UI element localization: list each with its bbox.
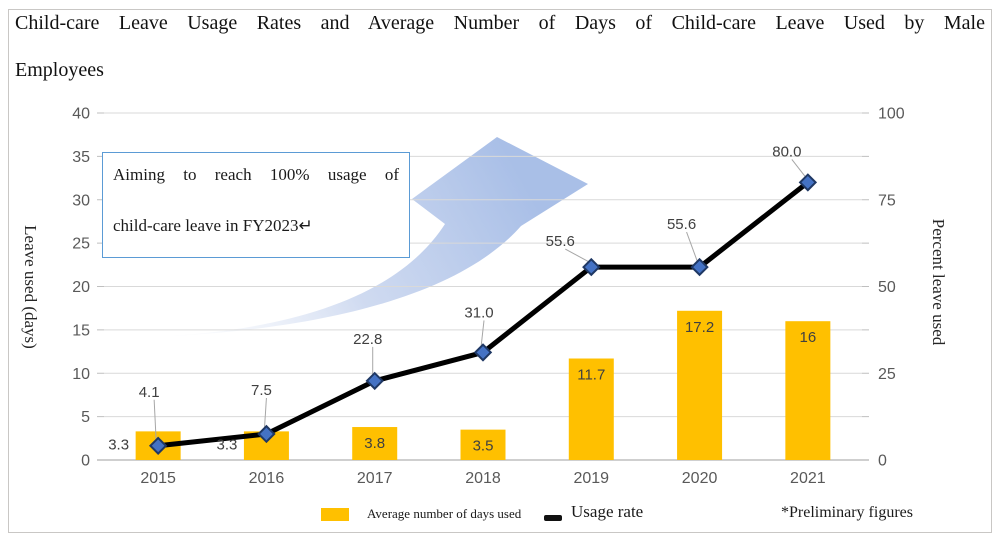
bar-value-label: 3.5	[473, 438, 494, 455]
rate-value-label: 31.0	[464, 304, 493, 321]
diamond-marker	[257, 424, 276, 444]
rate-value-label: 55.6	[546, 233, 575, 250]
labels-group: 3.3 3.3 3.8 3.5 11.7 17.2 16 4.1 7.5 22.8 31.0 55.6…	[108, 143, 816, 454]
legend-bar-swatch	[321, 508, 349, 521]
leader-line	[565, 248, 590, 263]
leader-line	[263, 397, 267, 430]
rate-value-label: 22.8	[353, 331, 382, 348]
left-axis-tick-label: 40	[72, 106, 90, 123]
year-label: 2017	[357, 470, 393, 487]
right-axis-tick-label: 50	[878, 279, 896, 296]
legend-line-label: Usage rate	[571, 502, 644, 521]
bar-value-label: 3.8	[364, 435, 385, 452]
page-title-line-1: Child-care Leave Usage Rates and Average…	[15, 12, 985, 34]
legend-line-swatch	[544, 515, 562, 521]
rate-value-label: 80.0	[772, 143, 801, 160]
leader-line	[153, 399, 157, 441]
page-title-line-2: Employees	[15, 59, 104, 81]
diamond-marker	[690, 257, 709, 277]
bar-value-label: 3.3	[108, 436, 129, 453]
right-axis-tick-label: 25	[878, 366, 896, 383]
bar	[460, 429, 506, 460]
right-axis-tick-label: 0	[878, 453, 887, 470]
line-group	[148, 159, 818, 455]
right-axis-title: Percent leave used	[929, 218, 948, 346]
left-axis-tick-label: 35	[72, 149, 90, 166]
left-axis-tick-label: 25	[72, 236, 90, 253]
rate-value-label: 4.1	[139, 384, 160, 401]
page-title: Child-care Leave Usage Rates and Average…	[15, 12, 985, 82]
bars-group	[135, 310, 831, 460]
bar-value-label: 16	[800, 329, 817, 346]
year-label: 2019	[573, 470, 609, 487]
bar	[352, 427, 398, 460]
left-axis-tick-label: 0	[81, 453, 90, 470]
bar-value-label: 11.7	[577, 367, 605, 384]
year-label: 2021	[790, 470, 826, 487]
left-axis-title: Leave used (days)	[21, 225, 40, 349]
diamond-marker	[582, 257, 601, 277]
bar-value-label: 3.3	[216, 436, 237, 453]
annotation-box: Aiming to reach 100% usage of child-care…	[102, 152, 410, 258]
legend-bar-label: Average number of days used	[367, 506, 522, 521]
diamond-marker	[148, 436, 168, 455]
year-label: 2020	[682, 470, 718, 487]
footnote: *Preliminary figures	[781, 504, 913, 521]
left-axis-tick-label: 15	[72, 322, 90, 339]
left-axis-tick-label: 10	[72, 366, 90, 383]
left-axis-tick-label: 30	[72, 192, 90, 209]
leader-line	[480, 320, 485, 348]
right-axis-tick-label: 100	[878, 106, 905, 123]
left-axis-tick-label: 20	[72, 279, 90, 296]
leader-line	[791, 159, 807, 178]
diamond-marker	[798, 173, 818, 192]
rate-value-label: 7.5	[251, 382, 272, 399]
diamond-marker	[473, 343, 493, 362]
right-axis-tick-label: 75	[878, 192, 896, 209]
bar-value-label: 17.2	[685, 319, 714, 336]
diamond-marker	[365, 371, 384, 391]
annotation-line-2: child-care leave in FY2023↵	[113, 216, 313, 235]
bar	[677, 310, 723, 460]
rate-value-label: 55.6	[667, 216, 696, 233]
annotation-line-1: Aiming to reach 100% usage of	[113, 165, 399, 184]
leader-line	[686, 231, 699, 263]
year-label: 2018	[465, 470, 501, 487]
year-label: 2015	[140, 470, 176, 487]
left-axis-tick-label: 5	[81, 409, 90, 426]
bar	[785, 321, 831, 460]
growth-arrow-shape	[150, 137, 588, 337]
bar	[568, 358, 614, 460]
year-label: 2016	[249, 470, 285, 487]
